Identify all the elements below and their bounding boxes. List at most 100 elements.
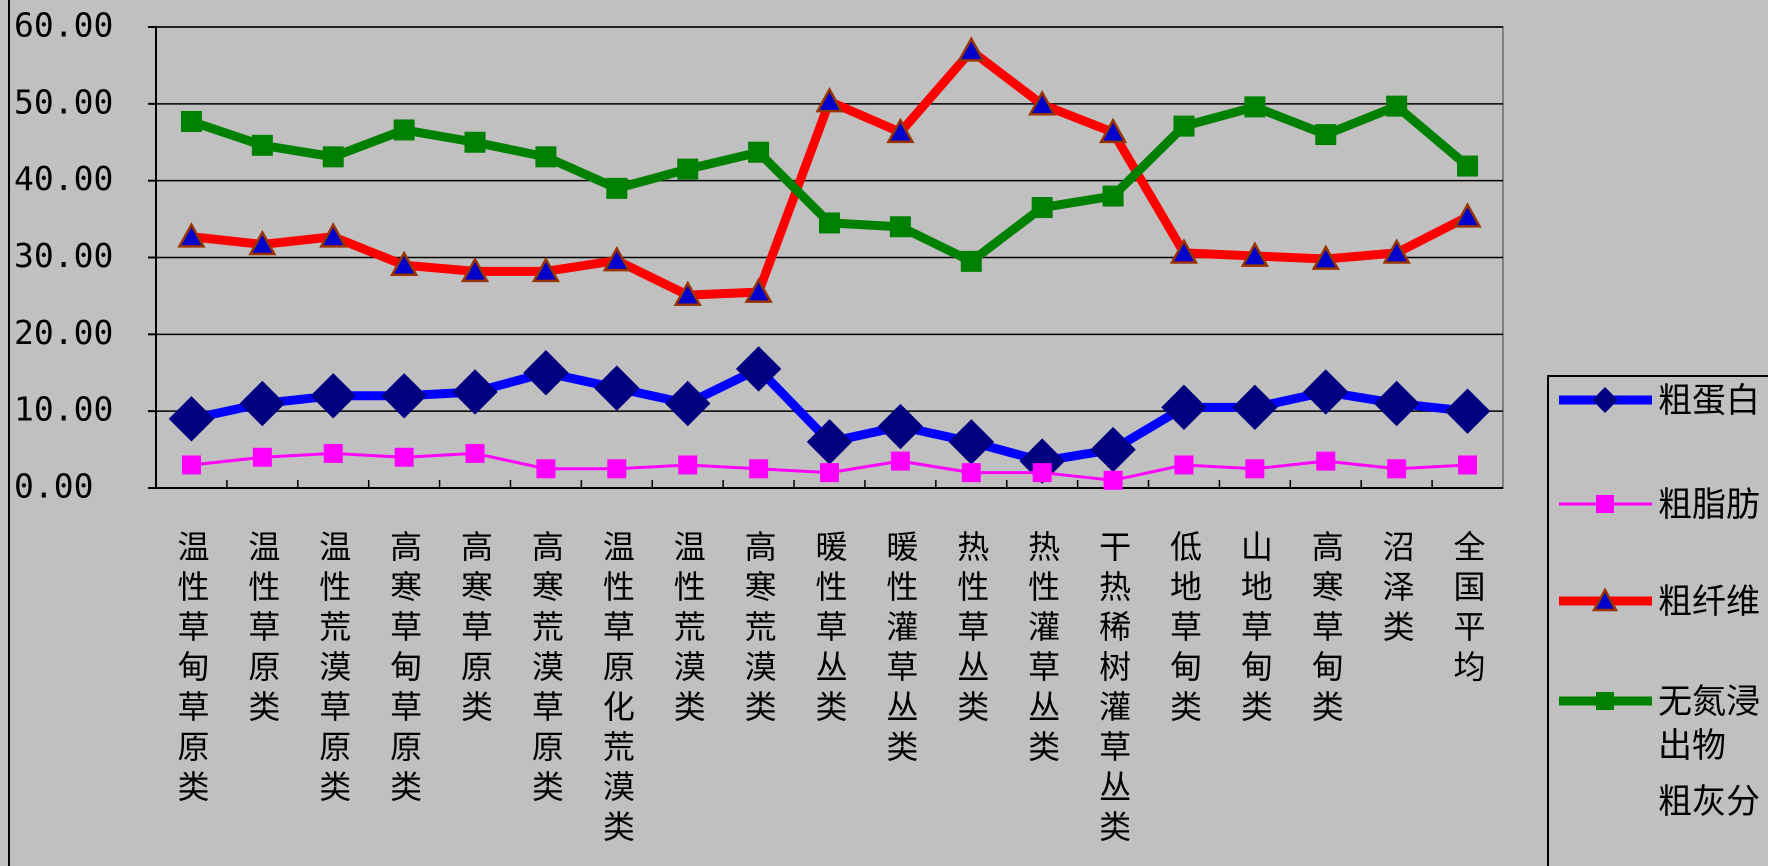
point-marker	[1373, 380, 1420, 427]
point-marker	[1453, 202, 1482, 228]
point-marker	[1303, 369, 1349, 415]
x-tick-label: 温性草甸草原类	[172, 530, 210, 810]
point-marker	[390, 250, 419, 277]
legend-marker	[1596, 692, 1614, 710]
x-tick-label: 高寒草甸类	[1307, 530, 1345, 730]
x-tick-label: 温性荒漠类	[669, 530, 707, 730]
point-marker	[464, 131, 486, 153]
point-marker	[678, 455, 698, 475]
point-marker	[535, 146, 557, 168]
x-tick-label: 热性草丛类	[952, 530, 990, 730]
point-marker	[1161, 384, 1207, 431]
point-marker	[1103, 470, 1123, 490]
point-marker	[749, 459, 769, 479]
point-marker	[1457, 155, 1479, 177]
point-marker	[323, 443, 343, 463]
point-marker	[1032, 463, 1052, 483]
point-marker	[960, 250, 982, 272]
point-marker	[319, 222, 348, 248]
point-marker	[957, 36, 986, 62]
point-marker	[251, 134, 273, 156]
x-tick-label: 暖性草丛类	[811, 530, 849, 730]
x-tick-label: 低地草甸类	[1165, 530, 1203, 730]
x-tick-label: 沼泽类	[1378, 530, 1416, 650]
x-tick-label: 温性草原化荒漠类	[598, 530, 636, 850]
point-marker	[1173, 115, 1195, 137]
point-marker	[1102, 185, 1124, 207]
point-marker	[607, 459, 627, 479]
point-marker	[744, 277, 773, 303]
point-marker	[877, 403, 924, 450]
point-marker	[1174, 455, 1194, 475]
point-marker	[606, 177, 628, 199]
legend-marker	[1596, 495, 1614, 513]
legend-label: 粗纤维	[1658, 582, 1760, 622]
x-tick-label: 山地草甸类	[1236, 530, 1274, 730]
point-marker	[252, 447, 272, 467]
x-tick-label: 温性荒漠草原类	[314, 530, 352, 810]
point-marker	[1315, 124, 1337, 146]
legend-label: 粗蛋白	[1658, 381, 1760, 421]
y-tick-label: 10.00	[14, 390, 113, 429]
point-marker	[677, 158, 699, 180]
legend-label: 粗灰分	[1658, 782, 1760, 822]
point-marker	[393, 119, 415, 141]
point-marker	[381, 373, 427, 419]
y-tick-label: 60.00	[14, 6, 113, 45]
legend-box	[1547, 375, 1768, 866]
point-marker	[1382, 238, 1411, 264]
point-marker	[181, 455, 201, 475]
point-marker	[180, 111, 202, 133]
point-marker	[961, 463, 981, 483]
legend-marker	[1591, 587, 1619, 612]
point-marker	[310, 373, 356, 419]
point-marker	[248, 229, 277, 256]
x-tick-label: 干热稀树灌草丛类	[1094, 530, 1132, 850]
point-marker	[890, 451, 910, 471]
point-marker	[1311, 244, 1340, 270]
point-marker	[536, 459, 556, 479]
point-marker	[523, 350, 569, 396]
point-marker	[452, 369, 498, 415]
point-marker	[1031, 197, 1053, 219]
y-tick-label: 20.00	[14, 313, 113, 352]
point-marker	[665, 380, 711, 427]
point-marker	[1458, 455, 1478, 475]
x-tick-label: 高寒草原类	[456, 530, 494, 730]
point-marker	[322, 146, 344, 168]
point-marker	[239, 380, 286, 427]
point-marker	[1444, 388, 1491, 434]
point-marker	[465, 443, 485, 463]
point-marker	[819, 212, 840, 234]
point-marker	[594, 365, 640, 411]
point-marker	[177, 222, 206, 248]
x-tick-label: 高寒荒漠类	[740, 530, 778, 730]
point-marker	[531, 256, 561, 283]
point-marker	[820, 463, 839, 483]
point-marker	[460, 256, 490, 283]
point-marker	[1232, 384, 1278, 431]
point-marker	[673, 280, 702, 306]
point-marker	[886, 117, 915, 144]
point-marker	[748, 141, 770, 163]
point-marker	[815, 86, 844, 113]
legend-label: 无氮浸出物	[1658, 682, 1760, 766]
legend-marker	[1592, 387, 1618, 413]
point-marker	[889, 216, 911, 238]
point-marker	[394, 447, 414, 467]
point-marker	[1169, 238, 1199, 264]
point-marker	[602, 245, 631, 272]
point-marker	[1386, 95, 1408, 117]
y-tick-label: 30.00	[14, 236, 113, 275]
y-tick-label: 40.00	[14, 159, 113, 198]
point-marker	[1387, 459, 1407, 479]
x-tick-label: 暖性灌草丛类	[881, 530, 919, 770]
legend-label: 粗脂肪	[1658, 485, 1760, 525]
x-tick-label: 高寒荒漠草原类	[527, 530, 565, 810]
point-marker	[1098, 117, 1128, 144]
point-marker	[1245, 459, 1265, 479]
y-tick-label: 50.00	[14, 82, 113, 121]
y-tick-label: 0.00	[14, 467, 93, 506]
point-marker	[1244, 96, 1266, 118]
point-marker	[1028, 90, 1057, 116]
